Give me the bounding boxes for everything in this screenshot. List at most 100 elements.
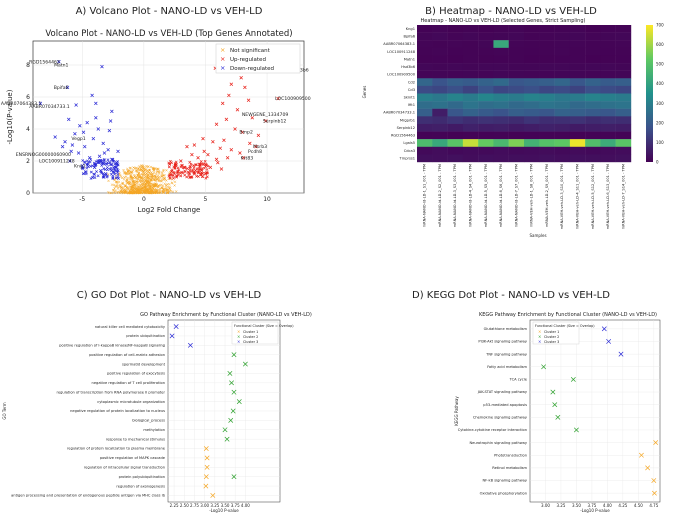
volcano-ns-point bbox=[108, 191, 111, 195]
kegg-term-label: p53-mediated apoptosis bbox=[483, 403, 527, 407]
volcano-up-point bbox=[214, 122, 219, 126]
volcano-down-point bbox=[53, 135, 57, 139]
kegg-legend-c3-label: Cluster 3 bbox=[544, 340, 559, 344]
kegg-chart: KEGG Pathway Enrichment by Functional Cl… bbox=[454, 312, 661, 513]
volcano-up-point bbox=[204, 172, 207, 176]
go-point-b bbox=[231, 352, 237, 358]
volcano-down-point bbox=[85, 166, 89, 170]
volcano-ns-point bbox=[129, 190, 133, 193]
volcano-ns-point-b bbox=[141, 187, 144, 190]
volcano-up-point-b bbox=[168, 173, 172, 177]
volcano-ns-point bbox=[124, 175, 128, 178]
volcano-ns-point bbox=[125, 186, 128, 189]
heatmap-cell bbox=[554, 146, 571, 155]
heatmap-cell bbox=[508, 116, 525, 125]
heatmap-cell bbox=[447, 32, 464, 41]
volcano-ns-point bbox=[148, 187, 151, 190]
heatmap-cell bbox=[432, 63, 448, 71]
heatmap-cell bbox=[508, 78, 525, 87]
volcano-up-point bbox=[225, 156, 230, 160]
volcano-down-point bbox=[68, 159, 72, 163]
volcano-down-point-b bbox=[104, 173, 108, 177]
volcano-up-point bbox=[200, 175, 204, 179]
heatmap-gene-label: Skint1 bbox=[404, 96, 415, 100]
volcano-down-point-b bbox=[103, 168, 107, 171]
volcano-up-point bbox=[200, 172, 204, 175]
kegg-legend-c2-marker: × bbox=[538, 334, 541, 339]
volcano-ns-point bbox=[139, 173, 142, 177]
heatmap-cell bbox=[554, 154, 571, 163]
volcano-up-point-b bbox=[204, 172, 207, 176]
volcano-up-point bbox=[195, 163, 198, 167]
volcano-ns-point-b bbox=[139, 173, 142, 177]
heatmap-cell bbox=[447, 154, 464, 163]
volcano-ns-point-b bbox=[138, 183, 142, 187]
volcano-down-point-b bbox=[53, 135, 57, 139]
volcano-ns-point-b bbox=[124, 184, 127, 187]
heatmap-cell bbox=[508, 47, 525, 56]
volcano-up-point bbox=[250, 116, 255, 120]
volcano-down-point bbox=[89, 170, 93, 174]
volcano-ns-point-b bbox=[110, 183, 114, 187]
go-xtick: 3.25 bbox=[210, 503, 219, 508]
volcano-ns-point bbox=[137, 186, 140, 189]
volcano-up-point bbox=[243, 85, 247, 90]
volcano-up-point bbox=[168, 173, 172, 177]
heatmap-cell bbox=[432, 78, 448, 87]
volcano-ns-point-b bbox=[123, 191, 127, 194]
volcano-up-point-b bbox=[190, 175, 194, 179]
kegg-point bbox=[618, 351, 624, 357]
volcano-ns-point-b bbox=[151, 174, 155, 178]
volcano-ns-point-b bbox=[122, 190, 125, 194]
heatmap-cell bbox=[462, 93, 479, 102]
volcano-ns-point-b bbox=[114, 180, 118, 184]
volcano-ns-point bbox=[122, 190, 125, 194]
volcano-ns-point-b bbox=[143, 190, 147, 194]
volcano-down-point-b bbox=[93, 176, 97, 179]
volcano-ns-point bbox=[141, 184, 144, 187]
volcano-up-point-b bbox=[200, 167, 204, 170]
volcano-down-point bbox=[111, 158, 115, 161]
legend-up-label: Up-regulated bbox=[230, 57, 266, 63]
heatmap-cell bbox=[417, 78, 433, 87]
heatmap-cell bbox=[585, 123, 601, 132]
volcano-ns-point-b bbox=[139, 181, 142, 184]
heatmap-cell bbox=[539, 131, 555, 140]
go-xtick: 3.50 bbox=[221, 503, 230, 508]
volcano-ns-point-b bbox=[151, 166, 155, 170]
kegg-point-b bbox=[601, 326, 607, 332]
heatmap-cell bbox=[600, 101, 616, 109]
heatmap-cell bbox=[493, 123, 509, 132]
volcano-down-point bbox=[114, 176, 118, 180]
volcano-ns-point bbox=[155, 172, 158, 176]
heatmap-cell bbox=[508, 63, 525, 71]
volcano-up-point bbox=[246, 98, 251, 102]
kegg-xtick: 4.75 bbox=[649, 503, 658, 508]
volcano-ns-point bbox=[128, 189, 131, 193]
volcano-up-point bbox=[190, 175, 194, 179]
heatmap-cell bbox=[417, 123, 433, 132]
volcano-ns-point-b bbox=[121, 182, 124, 186]
heatmap-cell bbox=[493, 85, 509, 94]
volcano-up-point-b bbox=[214, 122, 219, 126]
volcano-down-point-b bbox=[89, 164, 93, 168]
volcano-ns-point bbox=[147, 173, 150, 177]
legend-up-marker: × bbox=[220, 55, 225, 63]
volcano-ns-point-b bbox=[134, 190, 138, 194]
volcano-up-point-b bbox=[181, 166, 185, 170]
volcano-ns-point bbox=[164, 183, 168, 187]
volcano-ns-point-b bbox=[156, 177, 159, 180]
volcano-down-point bbox=[105, 166, 109, 169]
go-xtick: 2.50 bbox=[180, 503, 189, 508]
volcano-ns-point-b bbox=[141, 174, 145, 177]
heatmap-cell bbox=[462, 32, 479, 41]
volcano-ns-point-b bbox=[145, 188, 148, 192]
volcano-ns-point bbox=[150, 178, 153, 182]
volcano-ns-point-b bbox=[141, 169, 144, 172]
heatmap-cell bbox=[417, 154, 433, 163]
volcano-down-point-b bbox=[85, 163, 89, 167]
go-point bbox=[242, 361, 248, 367]
heatmap-cell bbox=[539, 146, 555, 155]
volcano-up-point bbox=[204, 163, 208, 166]
